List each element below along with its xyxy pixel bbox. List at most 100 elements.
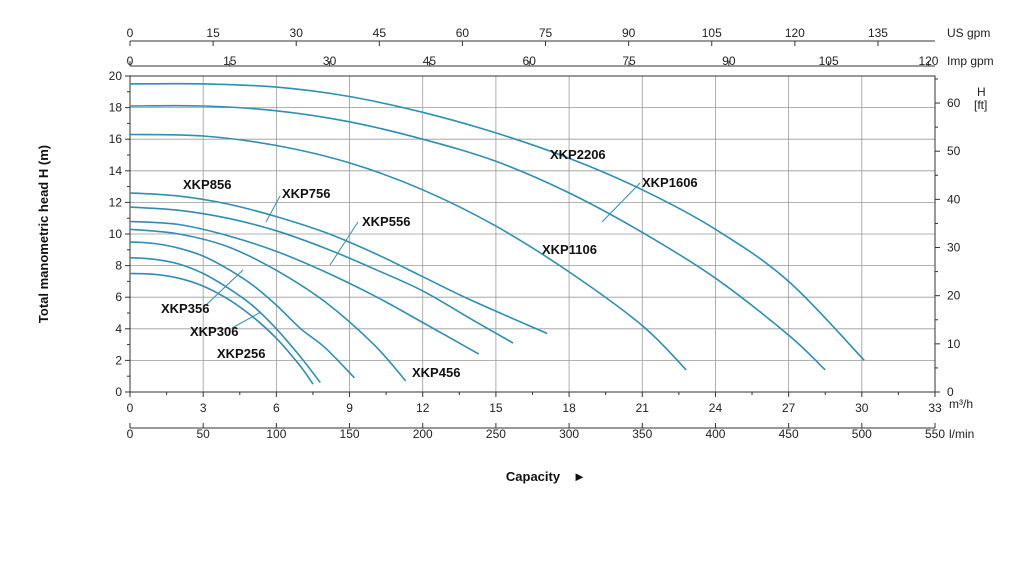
us-gpm-tick-label: 45 — [373, 26, 387, 40]
us-gpm-tick-label: 15 — [206, 26, 220, 40]
y-tick-label: 4 — [115, 322, 122, 336]
leader-line-xkp1606 — [601, 182, 641, 223]
label-xkp456: XKP456 — [412, 365, 460, 380]
x-tick-label: 9 — [346, 401, 353, 415]
curve-xkp1106 — [129, 133, 687, 371]
us-gpm-tick-label: 0 — [127, 26, 134, 40]
y-tick-label: 20 — [109, 69, 123, 83]
ft-unit-top: H — [977, 85, 986, 99]
imp-gpm-unit-label: Imp gpm — [947, 54, 994, 68]
lmin-tick-label: 450 — [779, 427, 799, 441]
y-tick-label: 10 — [109, 227, 123, 241]
leader-line-xkp756 — [265, 195, 281, 223]
ft-tick-label: 50 — [947, 144, 961, 158]
imp-gpm-tick-label: 105 — [819, 54, 839, 68]
imp-gpm-tick-label: 120 — [918, 54, 938, 68]
ft-tick-label: 40 — [947, 192, 961, 206]
curve-xkp1606 — [129, 104, 826, 371]
imp-gpm-tick-label: 15 — [223, 54, 237, 68]
leader-line-xkp306 — [231, 311, 262, 329]
grid — [130, 76, 935, 392]
y-tick-label: 6 — [115, 290, 122, 304]
y-tick-label: 8 — [115, 259, 122, 273]
imp-gpm-tick-label: 90 — [722, 54, 736, 68]
y-axis-feet: 0 10 20 30 40 50 60 H[ft] — [935, 78, 987, 399]
curve-xkp556 — [129, 220, 480, 355]
lmin-tick-label: 250 — [486, 427, 506, 441]
label-xkp1106: XKP1106 — [542, 242, 597, 257]
label-xkp856: XKP856 — [183, 177, 231, 192]
lmin-tick-label: 400 — [705, 427, 725, 441]
x-tick-label: 27 — [782, 401, 796, 415]
y-axis-meters: 0 2 4 6 8 10 12 14 16 18 20 — [109, 69, 130, 399]
y-tick-label: 2 — [115, 353, 122, 367]
x-unit-label: m³/h — [949, 397, 973, 411]
curve-xkp306 — [129, 256, 321, 383]
x-tick-label: 0 — [127, 401, 134, 415]
curve-xkp456 — [129, 228, 407, 382]
x-tick-label: 12 — [416, 401, 430, 415]
x-tick-label: 18 — [562, 401, 576, 415]
label-xkp756: XKP756 — [282, 186, 330, 201]
label-xkp256: XKP256 — [217, 346, 265, 361]
performance-curves — [129, 82, 865, 385]
imp-gpm-tick-label: 30 — [323, 54, 337, 68]
leader-line-xkp556 — [329, 221, 359, 266]
us-gpm-tick-label: 30 — [290, 26, 304, 40]
curve-xkp256 — [129, 272, 314, 385]
us-gpm-tick-label: 90 — [622, 26, 636, 40]
us-gpm-unit-label: US gpm — [947, 26, 990, 40]
x-tick-label: 30 — [855, 401, 869, 415]
leader-line-xkp356 — [204, 269, 244, 307]
us-gpm-tick-label: 60 — [456, 26, 470, 40]
x-axes: 0 3 6 9 12 15 18 21 24 27 30 33 m³/h 0 50 100 150 200 250 3… — [127, 392, 974, 441]
imp-gpm-tick-label: 45 — [423, 54, 437, 68]
ft-tick-label: 30 — [947, 241, 961, 255]
y-axis-title: Total manometric head H (m) — [36, 145, 51, 323]
x-axis-arrow-icon: ► — [573, 469, 586, 484]
y-tick-label: 16 — [109, 132, 123, 146]
curve-xkp856 — [129, 192, 548, 335]
lmin-tick-label: 300 — [559, 427, 579, 441]
lmin-tick-label: 100 — [266, 427, 286, 441]
us-gpm-tick-label: 135 — [868, 26, 888, 40]
lmin-tick-label: 150 — [340, 427, 360, 441]
lmin-tick-label: 200 — [413, 427, 433, 441]
y-tick-label: 0 — [115, 385, 122, 399]
ft-unit-bottom: [ft] — [974, 98, 987, 112]
lmin-tick-label: 500 — [852, 427, 872, 441]
label-xkp356: XKP356 — [161, 301, 209, 316]
x-tick-label: 3 — [200, 401, 207, 415]
label-xkp556: XKP556 — [362, 214, 410, 229]
x-tick-label: 21 — [636, 401, 650, 415]
lmin-tick-label: 0 — [127, 427, 134, 441]
label-xkp1606: XKP1606 — [642, 175, 698, 190]
y-tick-label: 14 — [109, 164, 123, 178]
x-tick-label: 15 — [489, 401, 503, 415]
ft-tick-label: 10 — [947, 337, 961, 351]
lmin-unit-label: l/min — [949, 427, 974, 441]
imp-gpm-tick-label: 75 — [622, 54, 636, 68]
y-tick-label: 18 — [109, 101, 123, 115]
x-tick-label: 33 — [928, 401, 942, 415]
x-axis-title: Capacity — [506, 469, 561, 484]
lmin-tick-label: 350 — [632, 427, 652, 441]
label-xkp306: XKP306 — [190, 324, 238, 339]
ft-tick-label: 0 — [947, 385, 954, 399]
ft-tick-label: 60 — [947, 96, 961, 110]
ft-tick-label: 20 — [947, 289, 961, 303]
us-gpm-tick-label: 75 — [539, 26, 553, 40]
us-gpm-tick-label: 120 — [785, 26, 805, 40]
curve-xkp356 — [129, 241, 355, 379]
label-xkp2206: XKP2206 — [550, 147, 606, 162]
imp-gpm-tick-label: 60 — [523, 54, 537, 68]
x-tick-label: 24 — [709, 401, 723, 415]
curve-labels: XKP256 XKP306 XKP356 XKP456 XKP556 XKP756 XKP8… — [161, 147, 698, 380]
y-tick-label: 12 — [109, 195, 123, 209]
curve-xkp2206 — [129, 82, 865, 361]
lmin-tick-label: 550 — [925, 427, 945, 441]
curve-xkp756 — [129, 206, 514, 344]
imp-gpm-tick-label: 0 — [127, 54, 134, 68]
